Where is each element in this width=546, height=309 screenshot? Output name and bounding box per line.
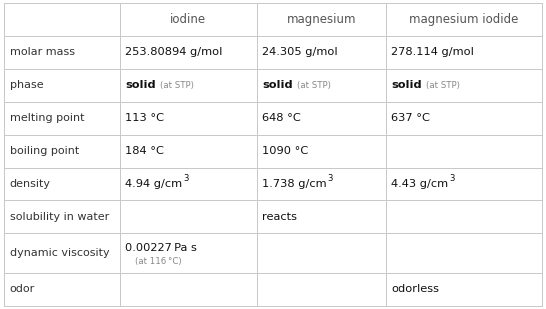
Text: magnesium: magnesium [287,13,356,26]
Text: solid: solid [262,80,293,90]
Text: magnesium iodide: magnesium iodide [409,13,518,26]
Text: (at 116 °C): (at 116 °C) [135,257,182,266]
Text: molar mass: molar mass [10,48,75,57]
Text: 1.738 g/cm: 1.738 g/cm [262,179,327,189]
Text: (at STP): (at STP) [426,81,460,90]
Text: 4.43 g/cm: 4.43 g/cm [391,179,448,189]
Text: (at STP): (at STP) [161,81,194,90]
Text: 278.114 g/mol: 278.114 g/mol [391,48,474,57]
Text: reacts: reacts [262,212,298,222]
Text: odorless: odorless [391,285,440,294]
Text: solid: solid [391,80,422,90]
Text: 3: 3 [183,174,188,183]
Text: boiling point: boiling point [10,146,79,156]
Text: 3: 3 [328,174,333,183]
Text: dynamic viscosity: dynamic viscosity [10,248,109,258]
Text: density: density [10,179,51,189]
Text: 253.80894 g/mol: 253.80894 g/mol [126,48,223,57]
Text: melting point: melting point [10,113,84,123]
Text: solid: solid [126,80,156,90]
Text: 113 °C: 113 °C [126,113,164,123]
Text: solubility in water: solubility in water [10,212,109,222]
Text: odor: odor [10,285,35,294]
Text: 4.94 g/cm: 4.94 g/cm [126,179,182,189]
Text: 0.00227 Pa s: 0.00227 Pa s [126,243,197,253]
Text: 24.305 g/mol: 24.305 g/mol [262,48,338,57]
Text: phase: phase [10,80,44,90]
Text: 1090 °C: 1090 °C [262,146,308,156]
Text: 648 °C: 648 °C [262,113,301,123]
Text: 3: 3 [449,174,454,183]
Text: 184 °C: 184 °C [126,146,164,156]
Text: 637 °C: 637 °C [391,113,430,123]
Text: iodine: iodine [170,13,206,26]
Text: (at STP): (at STP) [298,81,331,90]
